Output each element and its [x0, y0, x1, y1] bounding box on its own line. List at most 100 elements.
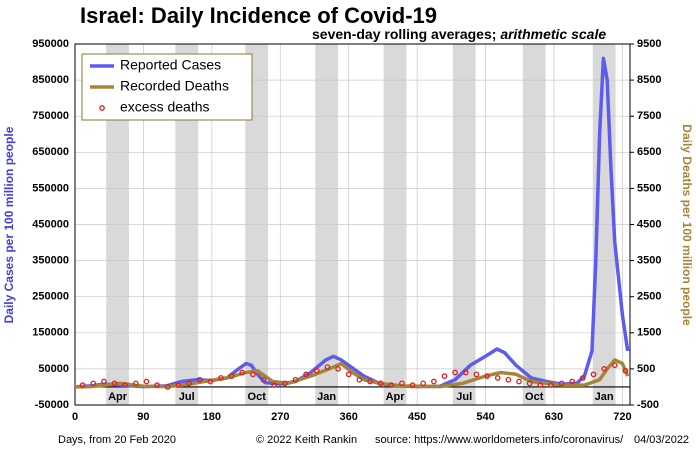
series-point: [196, 376, 203, 383]
series-point: [473, 371, 480, 378]
y2-tick-label: 7500: [637, 110, 661, 122]
x-tick-label: 720: [613, 411, 631, 423]
y2-tick-label: 6500: [637, 146, 661, 158]
series-point: [420, 380, 427, 387]
x-tick-label: 180: [203, 411, 221, 423]
y-tick-label: 150000: [32, 327, 69, 339]
source: source: https://www.worldometers.info/co…: [375, 434, 624, 446]
series-point: [292, 376, 299, 383]
y-tick-label: 350000: [32, 255, 69, 267]
x-tick-label: 450: [408, 411, 426, 423]
month-label: Oct: [525, 391, 544, 403]
credit: © 2022 Keith Rankin: [256, 434, 357, 446]
series-point: [580, 375, 586, 381]
legend-label: Recorded Deaths: [120, 78, 229, 94]
y-tick-label: 450000: [32, 218, 69, 230]
series-point: [250, 371, 256, 378]
y-tick-label: 550000: [32, 182, 69, 194]
y2-axis-label: Daily Deaths per 100 million people: [680, 124, 694, 326]
series-point: [601, 366, 608, 372]
y2-tick-label: 1500: [637, 327, 661, 339]
y-tick-label: 850000: [32, 74, 69, 86]
y-axis-label: Daily Cases per 100 million people: [2, 126, 16, 323]
series-point: [430, 378, 437, 385]
series-point: [239, 369, 246, 376]
series-point: [590, 371, 597, 378]
series-point: [409, 382, 416, 388]
y2-tick-label: 500: [637, 363, 655, 375]
series-point: [441, 373, 448, 379]
series-point: [324, 364, 331, 370]
x-tick-label: 360: [340, 411, 358, 423]
series-point: [622, 367, 629, 374]
series-point: [175, 382, 182, 388]
y2-tick-label: 8500: [637, 74, 661, 86]
series-point: [558, 380, 565, 387]
y2-tick-label: 2500: [637, 291, 661, 303]
series-point: [516, 378, 522, 385]
series-point: [356, 376, 363, 383]
month-label: Jan: [317, 391, 336, 403]
series-point: [569, 378, 576, 385]
series-point: [313, 367, 320, 374]
y-tick-label: 950000: [32, 38, 69, 50]
y-tick-label: 250000: [32, 291, 69, 303]
plot-frame: [74, 43, 631, 406]
series-point: [526, 380, 533, 387]
y2-tick-label: 9500: [637, 38, 661, 50]
series-point: [505, 376, 512, 383]
y2-tick-label: 3500: [637, 255, 661, 267]
series-point: [484, 373, 490, 379]
x-axis-label: Days, from 20 Feb 2020: [58, 434, 176, 446]
legend-swatch: [99, 105, 105, 111]
series-point: [164, 384, 171, 390]
series-point: [537, 382, 544, 388]
series-point: [90, 380, 97, 387]
month-label: Jul: [456, 391, 472, 403]
series-point: [79, 382, 86, 388]
y2-tick-label: 4500: [637, 218, 661, 230]
x-tick-label: 630: [545, 411, 563, 423]
series-point: [228, 373, 235, 379]
y-tick-label: 650000: [32, 146, 69, 158]
month-label: Oct: [248, 391, 267, 403]
month-label: Jul: [179, 391, 195, 403]
series-point: [452, 369, 458, 376]
series-point: [143, 378, 150, 385]
series-point: [377, 380, 384, 387]
chart-title: Israel: Daily Incidence of Covid-19: [80, 3, 437, 28]
series-line: [74, 358, 630, 389]
x-tick-label: 270: [271, 411, 289, 423]
series-point: [303, 371, 309, 378]
series-point: [399, 380, 405, 387]
subtitle-italic: arithmetic scale: [500, 26, 606, 42]
series-point: [494, 375, 501, 381]
series-point: [548, 382, 554, 388]
x-tick-label: 540: [476, 411, 494, 423]
y-tick-label: 50000: [38, 363, 69, 375]
series-point: [281, 380, 288, 387]
series-point: [335, 366, 341, 372]
y2-tick-label: 5500: [637, 182, 661, 194]
y-tick-label: 750000: [32, 110, 69, 122]
series-point: [367, 378, 373, 385]
series-point: [122, 382, 129, 388]
series-point: [345, 371, 352, 378]
legend-label: excess deaths: [120, 99, 210, 115]
series-point: [207, 378, 214, 385]
x-tick-label: 90: [137, 411, 149, 423]
series-point: [132, 380, 139, 387]
chart-subtitle: seven-day rolling averages; arithmetic s…: [312, 26, 606, 42]
series-point: [260, 376, 267, 383]
series-point: [111, 380, 118, 387]
month-label: Apr: [108, 391, 128, 403]
y2-tick-label: -500: [637, 399, 659, 411]
series-point: [101, 378, 107, 385]
month-label: Jan: [595, 391, 614, 403]
series-point: [388, 382, 395, 388]
series-point: [462, 369, 469, 376]
series-point: [154, 382, 160, 388]
month-label: Apr: [386, 391, 406, 403]
series-point: [611, 362, 618, 369]
series-point: [218, 375, 224, 381]
